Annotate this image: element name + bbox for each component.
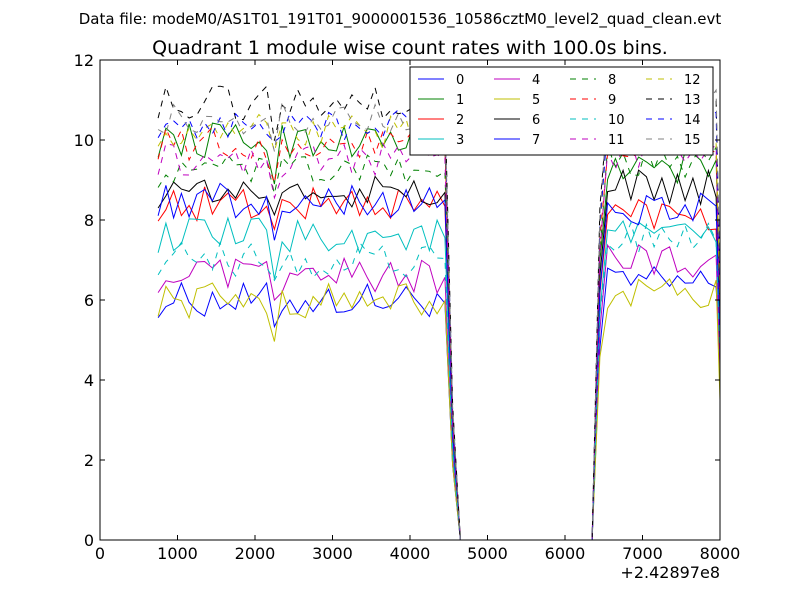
legend-label-15: 15 bbox=[684, 133, 701, 148]
y-tick-label: 12 bbox=[74, 51, 94, 70]
legend-label-2: 2 bbox=[456, 113, 464, 128]
y-tick-label: 0 bbox=[84, 531, 94, 550]
legend-label-14: 14 bbox=[684, 113, 701, 128]
y-tick-label: 2 bbox=[84, 451, 94, 470]
series-line-0 bbox=[157, 266, 721, 541]
y-tick-label: 10 bbox=[74, 131, 94, 150]
legend-label-9: 9 bbox=[608, 93, 616, 108]
y-tick-label: 6 bbox=[84, 291, 94, 310]
x-tick-label: 4000 bbox=[390, 544, 431, 563]
series-line-14 bbox=[157, 102, 721, 541]
y-tick-label: 8 bbox=[84, 211, 94, 230]
legend-box bbox=[409, 66, 714, 156]
x-tick-label: 5000 bbox=[467, 544, 508, 563]
legend-label-13: 13 bbox=[684, 93, 701, 108]
axis-ticks: 0 1000 2000 3000 4000 5000 6000 7000 80000246810… bbox=[74, 51, 741, 563]
series-line-6 bbox=[157, 168, 721, 541]
legend-label-10: 10 bbox=[608, 113, 625, 128]
legend-label-12: 12 bbox=[684, 73, 701, 88]
series-line-4 bbox=[157, 243, 721, 541]
x-offset-label: +2.42897e8 bbox=[620, 563, 720, 582]
x-tick-label: 8000 bbox=[700, 544, 741, 563]
x-tick-label: 1000 bbox=[157, 544, 198, 563]
legend-label-0: 0 bbox=[456, 73, 464, 88]
series-line-5 bbox=[157, 278, 721, 541]
series-line-1 bbox=[157, 122, 721, 541]
x-tick-label: 2000 bbox=[235, 544, 276, 563]
legend-label-6: 6 bbox=[532, 113, 540, 128]
y-tick-label: 4 bbox=[84, 371, 94, 390]
series-line-10 bbox=[157, 220, 721, 541]
legend-label-3: 3 bbox=[456, 133, 464, 148]
series-line-3 bbox=[157, 216, 721, 541]
legend-label-4: 4 bbox=[532, 73, 540, 88]
legend-label-11: 11 bbox=[608, 133, 625, 148]
legend-label-7: 7 bbox=[532, 133, 540, 148]
legend-label-1: 1 bbox=[456, 93, 464, 108]
x-tick-label: 0 bbox=[95, 544, 105, 563]
x-tick-label: 3000 bbox=[312, 544, 353, 563]
legend-label-8: 8 bbox=[608, 73, 616, 88]
series-line-7 bbox=[157, 182, 721, 541]
x-tick-label: 6000 bbox=[545, 544, 586, 563]
super-title: Data file: modeM0/AS1T01_191T01_90000015… bbox=[79, 10, 722, 29]
series-line-9 bbox=[157, 122, 721, 541]
legend-label-5: 5 bbox=[532, 93, 540, 108]
chart-title: Quadrant 1 module wise count rates with … bbox=[152, 37, 668, 59]
series-line-8 bbox=[157, 145, 721, 541]
series-line-11 bbox=[157, 138, 721, 541]
series-line-12 bbox=[157, 108, 721, 541]
x-tick-label: 7000 bbox=[622, 544, 663, 563]
series-line-2 bbox=[157, 186, 721, 541]
